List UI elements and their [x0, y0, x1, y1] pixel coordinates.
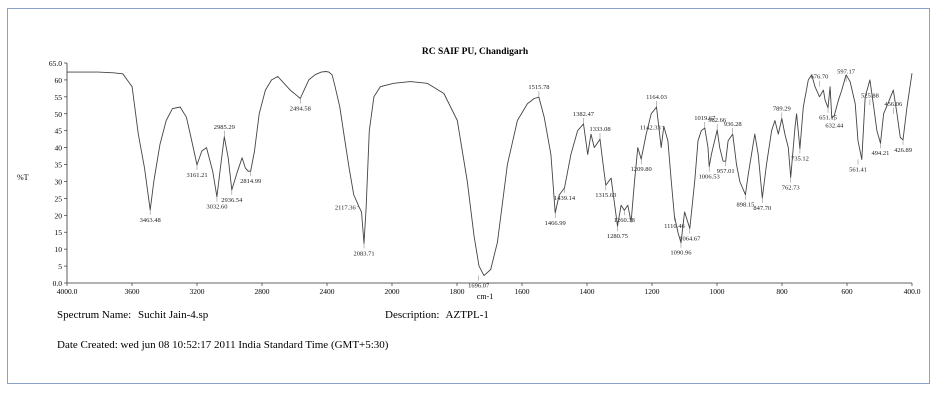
- peak-label: 2494.58: [290, 106, 311, 113]
- peak-label: 1006.53: [699, 174, 720, 181]
- y-tick-label: 15: [55, 228, 63, 237]
- peak-label: 1164.03: [646, 94, 667, 101]
- x-tick-label: 2000: [385, 287, 400, 296]
- x-tick-label: 1400: [580, 287, 595, 296]
- peak-label: 2936.54: [221, 197, 243, 204]
- spectrum-frame: [7, 8, 930, 384]
- y-tick-label: 40: [55, 144, 63, 153]
- peak-label: 561.41: [849, 166, 867, 173]
- y-tick-label: 45: [55, 127, 63, 136]
- x-tick-label: 400.0: [904, 287, 921, 296]
- y-tick-label: 50: [55, 110, 63, 119]
- peak-label: 1064.67: [679, 236, 701, 243]
- peak-label: 3463.48: [140, 217, 161, 224]
- x-tick-label: 1600: [515, 287, 530, 296]
- peak-label: 676.70: [811, 74, 829, 81]
- peak-label: 1466.99: [545, 220, 566, 227]
- date-created: Date Created: wed jun 08 10:52:17 2011 I…: [57, 339, 389, 351]
- peak-label: 957.01: [717, 168, 735, 175]
- y-tick-label: 10: [55, 245, 63, 254]
- y-tick-label: 65.0: [49, 59, 62, 68]
- peak-label: 651.15: [819, 115, 837, 122]
- peak-label: 789.29: [773, 106, 791, 113]
- spectrum-name-label: Spectrum Name:: [57, 309, 132, 321]
- x-tick-label: 600: [841, 287, 853, 296]
- peak-annotations: 3463.48 3161.21 3032.60 2985.29 2936.54 2814.…: [140, 69, 912, 290]
- description-label: Description:: [385, 309, 440, 321]
- peak-label: 1439.14: [554, 195, 576, 202]
- peak-label: 762.73: [782, 184, 800, 191]
- peak-label: 632.44: [825, 122, 844, 129]
- y-tick-label: 60: [55, 76, 63, 85]
- ir-spectrum-chart: RC SAIF PU, Chandigarh %T cm-1 0.0 5 10 15 2…: [17, 47, 921, 300]
- peak-label: 2985.29: [214, 124, 235, 131]
- peak-label: 847.70: [753, 205, 771, 212]
- spectrum-name-value: Suchit Jain-4.sp: [137, 309, 209, 321]
- peak-label: 494.21: [872, 150, 890, 157]
- x-axis-label: cm-1: [477, 292, 493, 300]
- peak-label: 3161.21: [186, 172, 207, 179]
- peak-label: 2117.36: [335, 205, 357, 212]
- chart-title: RC SAIF PU, Chandigarh: [422, 47, 529, 57]
- peak-label: 1142.33: [640, 124, 661, 131]
- y-tick-label: 30: [55, 177, 63, 186]
- y-axis-label: %T: [17, 173, 29, 182]
- y-tick-label: 0.0: [53, 279, 63, 288]
- x-tick-label: 1800: [450, 287, 465, 296]
- y-tick-label: 20: [55, 211, 63, 220]
- x-tick-label: 3600: [125, 287, 140, 296]
- peak-label: 525.88: [861, 92, 879, 99]
- spectrum-trace: [67, 71, 913, 277]
- y-tick-label: 35: [55, 161, 63, 170]
- y-tick-label: 5: [58, 262, 62, 271]
- peak-label: 2814.99: [240, 178, 261, 185]
- x-tick-label: 4000.0: [57, 287, 78, 296]
- peak-label: 1696.07: [468, 283, 490, 290]
- y-tick-label: 55: [55, 93, 63, 102]
- peak-label: 426.89: [894, 147, 912, 154]
- axes: 0.0 5 10 15 20 25 30 35 40 45 50 55 60 65.0 4000.0 3600…: [49, 59, 921, 296]
- description-line: Description: AZTPL-1: [385, 309, 489, 321]
- x-tick-label: 2800: [255, 287, 270, 296]
- peak-label: 1333.08: [589, 126, 610, 133]
- peak-label: 1019.67: [694, 115, 716, 122]
- peak-label: 1260.38: [614, 217, 635, 224]
- peak-label: 936.28: [724, 121, 742, 128]
- peak-label: 1382.47: [573, 111, 595, 118]
- peak-label: 982.66: [708, 117, 727, 124]
- peak-label: 597.17: [837, 69, 856, 76]
- x-tick-label: 800: [776, 287, 788, 296]
- y-tick-label: 25: [55, 194, 63, 203]
- peak-label: 898.15: [736, 202, 754, 209]
- peak-label: 2083.71: [353, 250, 374, 257]
- peak-label: 456.06: [884, 101, 903, 108]
- spectrum-name-line: Spectrum Name: Suchit Jain-4.sp: [57, 309, 208, 321]
- description-value: AZTPL-1: [445, 309, 489, 321]
- x-tick-label: 3200: [190, 287, 205, 296]
- x-tick-label: 1200: [645, 287, 660, 296]
- peak-label: 1209.80: [631, 166, 652, 173]
- peak-label: 1110.46: [664, 223, 685, 230]
- x-tick-label: 2400: [320, 287, 335, 296]
- peak-label: 1280.75: [607, 233, 628, 240]
- peak-label: 1315.63: [595, 192, 616, 199]
- peak-label: 1090.96: [670, 250, 692, 257]
- x-tick-label: 1000: [710, 287, 725, 296]
- peak-label: 735.12: [791, 156, 809, 163]
- peak-label: 1515.78: [528, 84, 549, 91]
- peak-label: 3032.60: [206, 204, 227, 211]
- spectrum-line: [67, 71, 913, 277]
